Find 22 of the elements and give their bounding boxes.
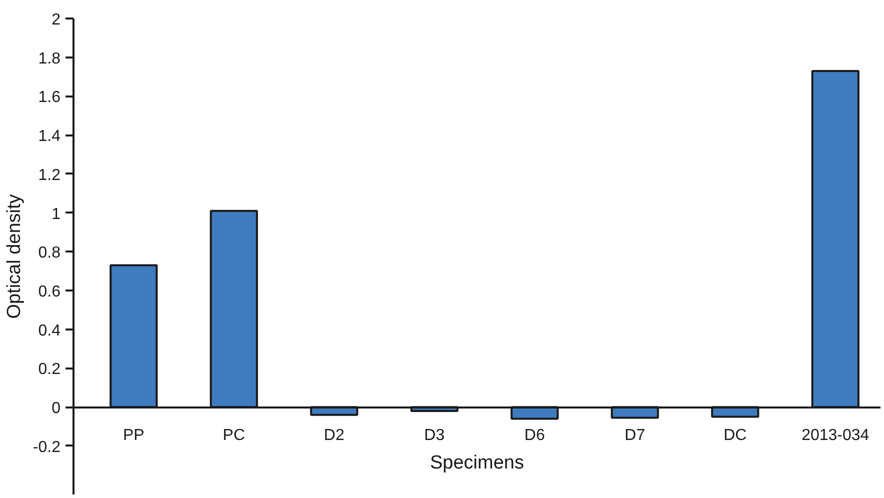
x-axis-title: Specimens — [430, 452, 524, 474]
y-axis-title: Optical density — [4, 194, 25, 319]
y-tick-label: 1.4 — [38, 128, 61, 146]
x-tick-label: D7 — [624, 427, 646, 444]
y-tick-label: 0.4 — [38, 322, 61, 340]
y-tick-label: 1 — [52, 206, 61, 223]
x-tick-label: D6 — [524, 427, 545, 444]
x-tick-label: D3 — [424, 427, 445, 444]
x-tick-label: D2 — [324, 427, 344, 444]
y-tick-label: 1.8 — [38, 50, 61, 68]
x-tick-label: 2013-034 — [802, 427, 870, 444]
y-tick-label: -0.2 — [32, 438, 61, 456]
y-tick-label: 1.2 — [38, 166, 61, 184]
x-tick-label: PC — [222, 427, 246, 444]
y-tick-label: 0 — [52, 400, 61, 418]
x-tick-label: PP — [122, 427, 144, 444]
y-tick-label: 2 — [52, 12, 61, 28]
y-tick-label: 0.2 — [38, 361, 61, 378]
y-tick-label: 1.6 — [38, 89, 61, 106]
y-tick-label: 0.6 — [38, 284, 61, 300]
x-tick-label: DC — [724, 427, 747, 444]
y-tick-label: 0.8 — [38, 244, 61, 262]
